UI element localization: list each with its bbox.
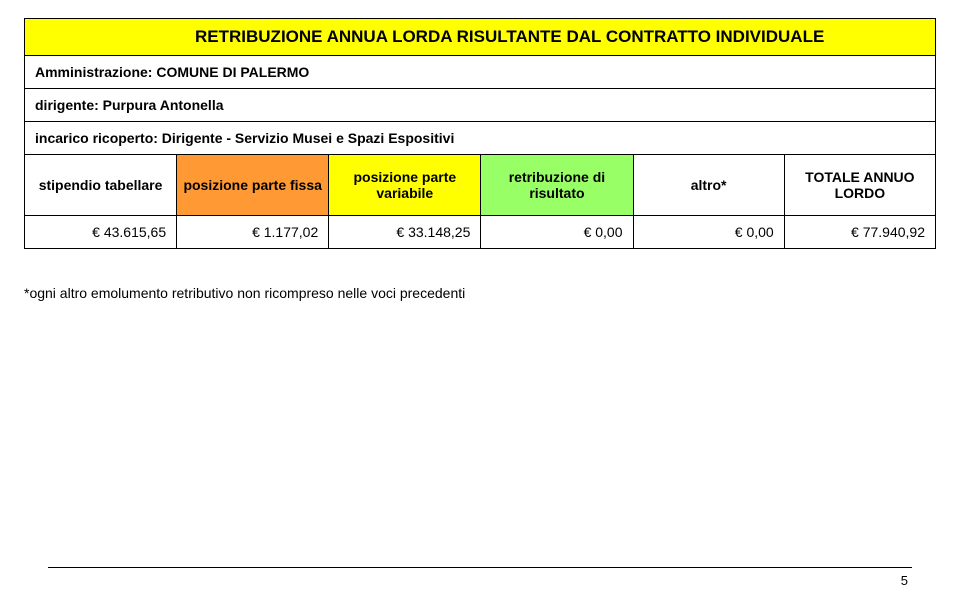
incarico-label: incarico ricoperto: Dirigente - Servizio…	[35, 130, 454, 146]
header-row: stipendio tabellare posizione parte fiss…	[25, 155, 936, 216]
salary-table: RETRIBUZIONE ANNUA LORDA RISULTANTE DAL …	[24, 18, 936, 249]
title-row: RETRIBUZIONE ANNUA LORDA RISULTANTE DAL …	[25, 19, 936, 56]
value-posizione-fissa: € 1.177,02	[177, 216, 329, 249]
header-altro: altro*	[633, 155, 784, 216]
header-stipendio: stipendio tabellare	[25, 155, 177, 216]
data-row: € 43.615,65 € 1.177,02 € 33.148,25 € 0,0…	[25, 216, 936, 249]
header-totale: TOTALE ANNUO LORDO	[784, 155, 935, 216]
value-stipendio: € 43.615,65	[25, 216, 177, 249]
header-posizione-fissa: posizione parte fissa	[177, 155, 329, 216]
dirigente-row: dirigente: Purpura Antonella	[25, 89, 936, 122]
header-retribuzione-risultato: retribuzione di risultato	[481, 155, 633, 216]
table-title: RETRIBUZIONE ANNUA LORDA RISULTANTE DAL …	[195, 27, 824, 46]
header-posizione-variabile: posizione parte variabile	[329, 155, 481, 216]
value-retribuzione-risultato: € 0,00	[481, 216, 633, 249]
value-totale: € 77.940,92	[784, 216, 935, 249]
page-container: RETRIBUZIONE ANNUA LORDA RISULTANTE DAL …	[24, 18, 936, 596]
value-altro: € 0,00	[633, 216, 784, 249]
amministrazione-label: Amministrazione: COMUNE DI PALERMO	[35, 64, 309, 80]
dirigente-label: dirigente: Purpura Antonella	[35, 97, 224, 113]
footer-rule	[48, 567, 912, 568]
amministrazione-row: Amministrazione: COMUNE DI PALERMO	[25, 56, 936, 89]
page-number: 5	[901, 573, 908, 588]
incarico-row: incarico ricoperto: Dirigente - Servizio…	[25, 122, 936, 155]
footnote: *ogni altro emolumento retributivo non r…	[24, 285, 936, 301]
value-posizione-variabile: € 33.148,25	[329, 216, 481, 249]
